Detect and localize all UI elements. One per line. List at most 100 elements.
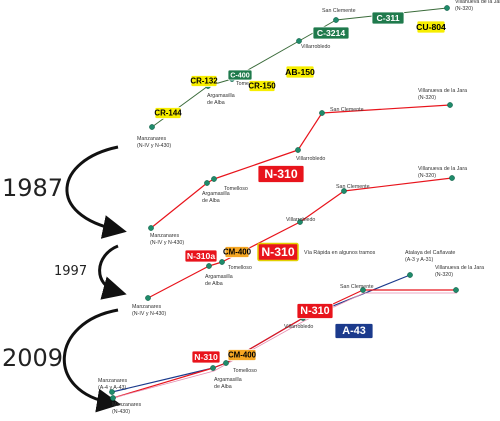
annotation: Vía Rápida en algunos tramos — [304, 250, 376, 256]
town-name: Manzanares — [98, 378, 127, 384]
town-dot — [444, 5, 450, 11]
road-sign-label: C-311 — [376, 13, 399, 23]
year-label: 1997 — [54, 264, 87, 279]
arrow — [65, 145, 127, 239]
road-sign — [184, 249, 218, 263]
town-dot — [296, 38, 302, 44]
road-sign-label: CR-144 — [154, 109, 182, 118]
town-note: (N-320) — [455, 6, 473, 12]
town-name: Tomelloso — [228, 265, 252, 271]
town-name: Tomelloso — [236, 81, 260, 87]
year-label: 1987 — [2, 174, 63, 202]
road-sign — [312, 26, 350, 40]
town-name: Manzanares — [112, 402, 141, 408]
road-sign — [227, 349, 257, 361]
town-dot — [211, 176, 217, 182]
town-note: (A-3 y A-31) — [405, 257, 433, 263]
road-sign — [257, 242, 299, 262]
town-note: (N-320) — [418, 173, 436, 179]
road-sign-label: CM-400 — [228, 351, 257, 360]
town-name: Manzanares — [132, 304, 161, 310]
town-name: Villarrobledo — [301, 44, 330, 50]
road — [112, 292, 457, 399]
road-sign — [416, 20, 446, 34]
town-note: de Alba — [205, 281, 223, 287]
town-note: de Alba — [207, 100, 225, 106]
road-sign — [154, 107, 182, 119]
road-sign-label: CU-804 — [416, 22, 446, 32]
town-dot — [149, 124, 155, 130]
town-dot — [297, 219, 303, 225]
road-sign — [224, 246, 250, 258]
road — [150, 104, 451, 229]
town-note: (N-IV y N-430) — [137, 143, 171, 149]
town-dot — [148, 225, 154, 231]
road-sign — [248, 80, 276, 92]
road — [112, 289, 456, 399]
town-dot — [449, 175, 455, 181]
town-dot — [223, 360, 229, 366]
town-note: (N-IV y N-430) — [150, 240, 184, 246]
town-note: (A-4 y A-43) — [98, 385, 126, 391]
town-dot — [109, 389, 115, 395]
town-dot — [319, 110, 325, 116]
road-sign-label: CR-132 — [190, 77, 218, 86]
town-name: San Clemente — [336, 184, 370, 190]
town-name: Argamasilla — [205, 274, 233, 280]
town-dot — [407, 272, 413, 278]
road-sign — [190, 75, 218, 87]
road-sign — [285, 65, 315, 79]
arrow — [62, 308, 121, 413]
town-dot — [453, 287, 459, 293]
road — [147, 177, 453, 299]
road-sign — [371, 11, 405, 25]
town-name: San Clemente — [340, 284, 374, 290]
town-dot — [295, 147, 301, 153]
town-name: Villarrobledo — [296, 156, 325, 162]
town-name: Villanueva de la Jara — [455, 0, 500, 5]
town-dot — [110, 395, 116, 401]
town-name: Villanueva de la Jara — [418, 166, 467, 172]
year-label: 2009 — [2, 344, 63, 372]
road-sign — [257, 165, 305, 183]
town-name: Villarrobledo — [284, 324, 313, 330]
road-sign-label: N-310 — [264, 167, 298, 181]
town-note: (N-IV y N-430) — [132, 311, 166, 317]
town-dot — [219, 259, 225, 265]
road-sign-label: N-310a — [187, 251, 215, 261]
town-name: Villarrobledo — [286, 217, 315, 223]
town-name: Tomelloso — [233, 368, 257, 374]
road-sign — [191, 350, 221, 364]
road-sign-label: C-3214 — [317, 28, 345, 38]
road-sign — [227, 69, 253, 81]
town-dot — [204, 180, 210, 186]
town-dot — [447, 102, 453, 108]
town-name: Atalaya del Cañavate — [405, 250, 455, 256]
town-dot — [145, 295, 151, 301]
town-name: Argamasilla — [214, 377, 242, 383]
town-note: de Alba — [202, 198, 220, 204]
town-name: Argamasilla — [202, 191, 230, 197]
town-name: San Clemente — [322, 8, 356, 14]
road-sign-label: A-43 — [342, 325, 365, 337]
road-sign-label: N-310 — [261, 245, 295, 259]
town-name: San Clemente — [330, 107, 364, 113]
town-name: Manzanares — [150, 233, 179, 239]
arrow — [98, 244, 127, 300]
town-dot — [210, 365, 216, 371]
town-name: Villanueva de la Jara — [418, 88, 467, 94]
town-name: Argamasilla — [207, 93, 235, 99]
road-sign-label: N-310 — [300, 305, 329, 317]
town-name: Villanueva de la Jara — [435, 265, 484, 271]
town-dot — [206, 263, 212, 269]
road-sign — [334, 323, 374, 339]
road-sign-label: C-400 — [230, 71, 250, 80]
road-sign — [296, 303, 334, 319]
road-sign-label: AB-150 — [285, 67, 315, 77]
town-dot — [333, 17, 339, 23]
road-sign-label: N-310 — [194, 352, 218, 362]
town-note: (N-320) — [418, 95, 436, 101]
road-sign-label: CM-400 — [223, 248, 252, 257]
